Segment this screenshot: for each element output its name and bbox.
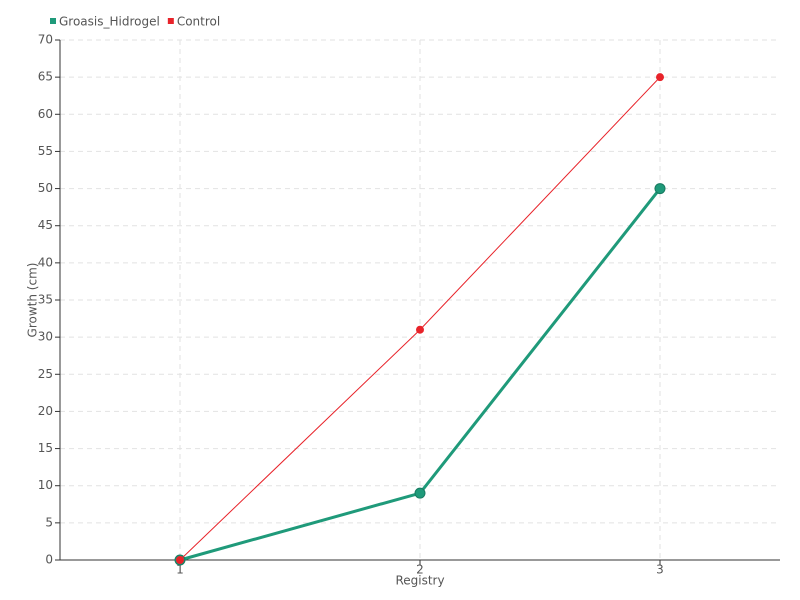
y-tick-label: 20 xyxy=(38,404,53,418)
legend: Groasis_Hidrogel Control xyxy=(50,15,220,29)
legend-label: Control xyxy=(177,15,220,29)
x-tick-label: 3 xyxy=(656,563,664,577)
y-tick-label: 55 xyxy=(38,144,53,158)
x-tick-label: 2 xyxy=(416,563,424,577)
legend-swatch xyxy=(50,18,56,24)
y-tick-label: 65 xyxy=(38,70,53,84)
data-point xyxy=(656,73,664,82)
data-point xyxy=(416,325,424,334)
legend-label: Groasis_Hidrogel xyxy=(59,15,160,29)
y-tick-label: 70 xyxy=(38,33,53,47)
y-tick-label: 5 xyxy=(45,515,53,529)
y-tick-label: 50 xyxy=(38,181,53,195)
y-tick-label: 30 xyxy=(38,330,53,344)
y-axis-label: Growth (cm) xyxy=(26,263,40,338)
y-tick-label: 15 xyxy=(38,441,53,455)
y-tick-label: 45 xyxy=(38,218,53,232)
y-tick-label: 40 xyxy=(38,255,53,269)
y-tick-label: 10 xyxy=(38,478,53,492)
y-tick-label: 60 xyxy=(38,107,53,121)
y-tick-label: 35 xyxy=(38,293,53,307)
legend-swatch xyxy=(167,18,174,24)
data-point xyxy=(176,556,184,564)
data-point xyxy=(414,487,426,499)
y-tick-label: 0 xyxy=(45,553,53,567)
data-point xyxy=(654,183,666,195)
x-tick-label: 1 xyxy=(176,563,184,577)
x-axis-label: Registry xyxy=(395,574,444,588)
y-tick-label: 25 xyxy=(38,367,53,381)
